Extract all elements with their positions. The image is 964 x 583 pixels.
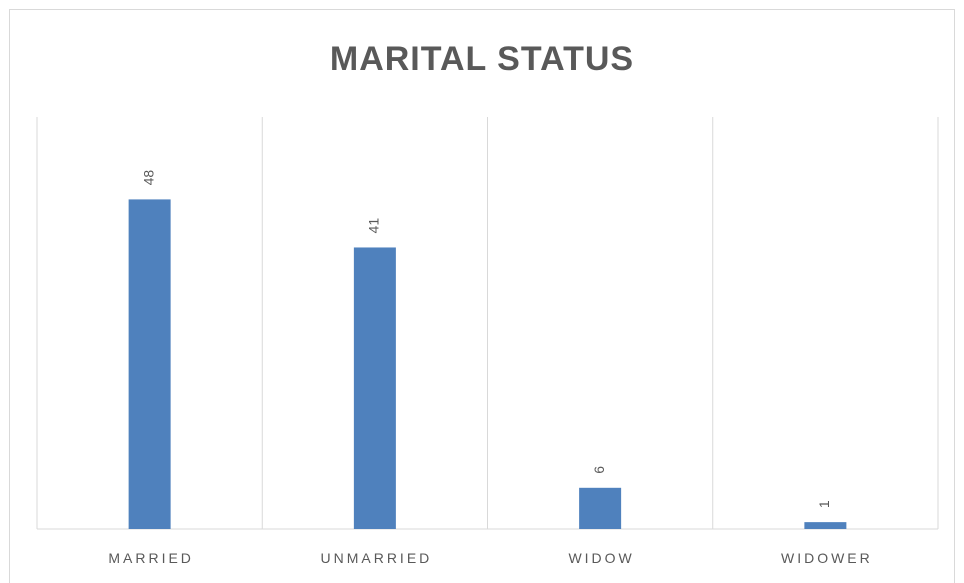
data-label: 1 — [816, 500, 832, 508]
bar — [353, 247, 396, 529]
bar — [128, 199, 171, 529]
x-tick-label: UNMARRIED — [320, 550, 432, 566]
bar — [579, 487, 622, 529]
chart-title: MARITAL STATUS — [330, 40, 634, 78]
x-tick-label: WIDOW — [568, 550, 634, 566]
data-label: 6 — [591, 466, 607, 474]
bar — [804, 522, 847, 529]
data-label: 48 — [140, 170, 156, 186]
data-label: 41 — [366, 218, 382, 234]
x-tick-label: MARRIED — [108, 550, 194, 566]
x-tick-label: WIDOWER — [781, 550, 873, 566]
